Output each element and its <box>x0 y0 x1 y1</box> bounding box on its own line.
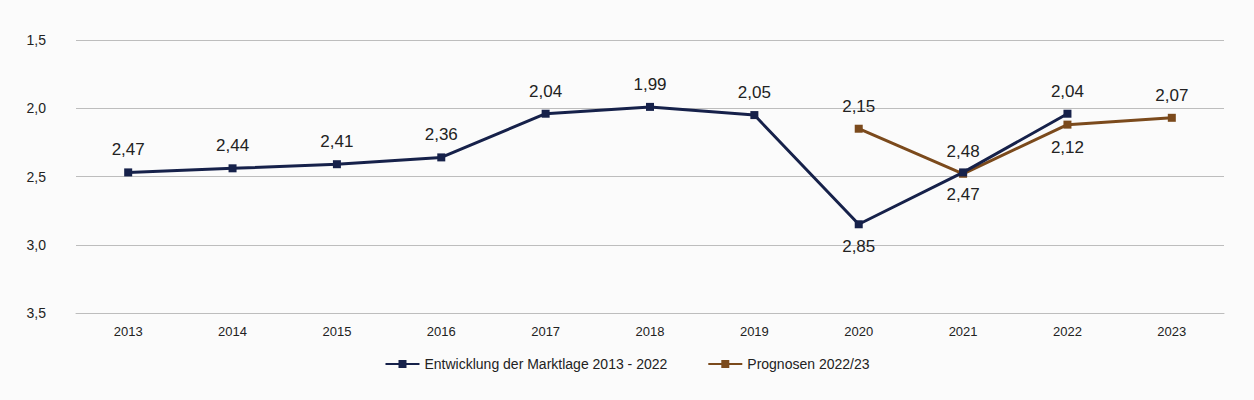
svg-text:2015: 2015 <box>322 324 351 339</box>
svg-text:2016: 2016 <box>427 324 456 339</box>
svg-text:2,36: 2,36 <box>425 125 458 144</box>
svg-text:3,0: 3,0 <box>27 237 47 253</box>
svg-text:2,05: 2,05 <box>738 83 771 102</box>
svg-text:2014: 2014 <box>218 324 247 339</box>
svg-text:2,07: 2,07 <box>1155 86 1188 105</box>
svg-text:2,0: 2,0 <box>27 100 47 116</box>
svg-text:2013: 2013 <box>114 324 143 339</box>
svg-text:2018: 2018 <box>636 324 665 339</box>
svg-text:2,85: 2,85 <box>842 237 875 256</box>
svg-text:2,04: 2,04 <box>1051 82 1084 101</box>
svg-text:Entwicklung der Marktlage 2013: Entwicklung der Marktlage 2013 - 2022 <box>424 356 667 372</box>
svg-text:1,99: 1,99 <box>633 75 666 94</box>
svg-text:2,47: 2,47 <box>112 140 145 159</box>
svg-text:2023: 2023 <box>1157 324 1186 339</box>
svg-text:Prognosen 2022/23: Prognosen 2022/23 <box>747 356 869 372</box>
svg-text:2,12: 2,12 <box>1051 138 1084 157</box>
svg-text:2021: 2021 <box>949 324 978 339</box>
svg-text:2,5: 2,5 <box>27 169 47 185</box>
svg-text:2,04: 2,04 <box>529 82 562 101</box>
svg-text:2,48: 2,48 <box>947 142 980 161</box>
svg-text:2,47: 2,47 <box>947 185 980 204</box>
svg-text:2,41: 2,41 <box>320 132 353 151</box>
svg-text:2,15: 2,15 <box>842 97 875 116</box>
svg-text:2022: 2022 <box>1053 324 1082 339</box>
svg-text:1,5: 1,5 <box>27 32 47 48</box>
svg-text:2,44: 2,44 <box>216 136 249 155</box>
svg-text:3,5: 3,5 <box>27 305 47 321</box>
svg-text:2019: 2019 <box>740 324 769 339</box>
svg-text:2017: 2017 <box>531 324 560 339</box>
svg-text:2020: 2020 <box>844 324 873 339</box>
